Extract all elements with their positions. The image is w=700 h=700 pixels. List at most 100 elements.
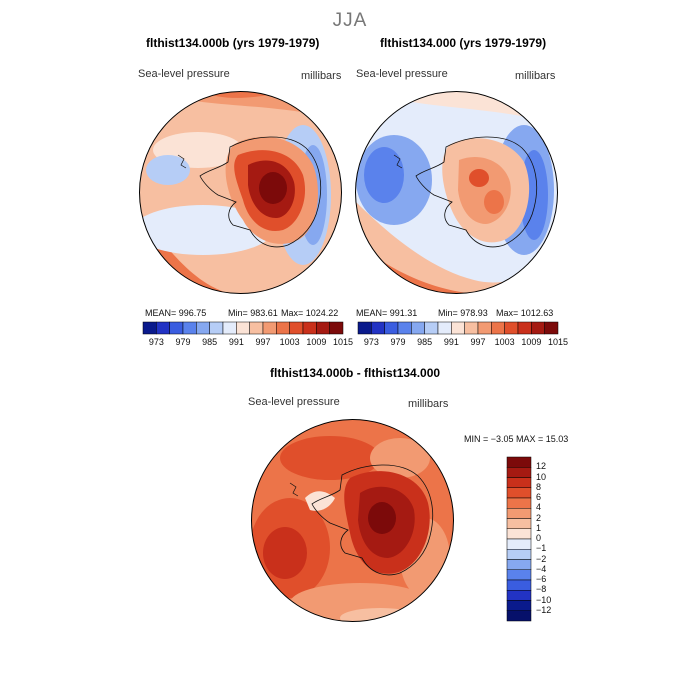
colorbar-tick-label: 985: [202, 337, 218, 347]
colorbar-swatch: [506, 528, 532, 540]
colorbar-swatch: [506, 456, 532, 468]
panel1-mean: MEAN= 996.75: [145, 308, 207, 318]
diff-map: [251, 419, 454, 622]
season-title: JJA: [332, 10, 368, 31]
colorbar-tick-label: 0: [536, 533, 542, 543]
panel1-min: Min= 983.61: [228, 308, 278, 318]
colorbar-swatch: [236, 321, 250, 335]
colorbar-tick-label: 1: [536, 522, 542, 533]
panel2-mean: MEAN= 991.31: [356, 308, 418, 318]
colorbar-tick-label: −10: [536, 594, 552, 605]
colorbar-swatch: [437, 321, 452, 335]
colorbar-swatch: [506, 549, 532, 560]
colorbar-swatch: [316, 321, 330, 335]
colorbar-swatch: [464, 321, 479, 335]
colorbar-tick-label: −1: [536, 543, 547, 554]
colorbar-tick-label: 8: [536, 481, 542, 492]
colorbar-swatch: [506, 508, 532, 519]
colorbar-swatch: [182, 321, 197, 335]
colorbar-swatch: [477, 321, 492, 335]
colorbar-swatch: [196, 321, 210, 335]
colorbar-swatch: [544, 321, 559, 335]
colorbar-tick-label: −2: [536, 553, 547, 564]
panel2-map: [355, 91, 558, 294]
panel1-title: flthist134.000b (yrs 1979-1979): [146, 36, 320, 50]
colorbar-swatch: [371, 321, 385, 335]
colorbar-tick-label: 1015: [332, 337, 354, 347]
colorbar-swatch: [506, 600, 532, 611]
colorbar-swatch: [506, 569, 532, 581]
diff-title: flthist134.000b - flthist134.000: [270, 366, 441, 380]
colorbar-tick-label: 997: [255, 337, 271, 347]
colorbar-swatch: [506, 477, 532, 488]
diff-field-label: Sea-level pressure: [248, 396, 340, 408]
colorbar-tick-label: 4: [536, 502, 542, 513]
panel1-units-label: millibars: [301, 70, 342, 82]
colorbar-tick-label: 979: [175, 337, 191, 347]
colorbar-tick-label: 10: [536, 471, 547, 482]
panel1-field-label: Sea-level pressure: [138, 68, 230, 80]
diff-minmax: MIN = −3.05 MAX = 15.03: [464, 434, 569, 444]
colorbar-swatch: [156, 321, 170, 335]
colorbar-tick-label: −4: [536, 563, 547, 574]
colorbar-swatch: [209, 321, 224, 335]
colorbar-tick-label: 1009: [306, 337, 327, 347]
colorbar-swatch: [397, 321, 412, 335]
colorbar-swatch: [506, 579, 532, 591]
colorbar-tick-label: 6: [536, 492, 542, 502]
colorbar-tick-label: 1009: [521, 337, 542, 347]
panel1-colorbar-ticks: 973 979 985 991 997 1003 1009 1015: [143, 337, 353, 349]
colorbar-swatch: [411, 321, 425, 335]
colorbar-tick-label: −12: [536, 604, 552, 615]
panel2-units-label: millibars: [515, 70, 556, 82]
colorbar-tick-label: 1015: [547, 337, 569, 347]
colorbar-swatch: [222, 321, 237, 335]
panel2-min: Min= 978.93: [438, 308, 488, 318]
colorbar-tick-label: 991: [228, 337, 244, 347]
colorbar-swatch: [424, 321, 439, 335]
colorbar-tick-label: 985: [417, 337, 433, 347]
colorbar-swatch: [506, 590, 532, 601]
colorbar-tick-label: 997: [470, 337, 486, 347]
colorbar-swatch: [142, 321, 157, 335]
panel2-max: Max= 1012.63: [496, 308, 554, 318]
colorbar-tick-label: 979: [390, 337, 406, 347]
colorbar-swatch: [506, 610, 532, 622]
colorbar-swatch: [384, 321, 399, 335]
colorbar-tick-label: 973: [363, 337, 379, 347]
colorbar-swatch: [169, 321, 184, 335]
colorbar-swatch: [506, 467, 532, 478]
colorbar-swatch: [506, 497, 532, 509]
panel2-colorbar: [357, 321, 559, 335]
colorbar-swatch: [506, 518, 532, 529]
panel2-title: flthist134.000 (yrs 1979-1979): [380, 36, 547, 50]
colorbar-swatch: [506, 538, 532, 550]
panel1-max: Max= 1024.22: [281, 308, 339, 318]
colorbar-tick-label: 12: [536, 461, 547, 472]
colorbar-swatch: [506, 487, 532, 499]
diff-colorbar-ticks: 12 10 8 6 4 2 1 0 −1 −2 −4 −6 −8 −10 −12: [536, 457, 576, 621]
colorbar-swatch: [451, 321, 465, 335]
colorbar-tick-label: 973: [148, 337, 164, 347]
colorbar-swatch: [276, 321, 290, 335]
colorbar-tick-label: 991: [443, 337, 459, 347]
colorbar-tick-label: −8: [536, 584, 547, 595]
diff-colorbar: [506, 456, 532, 622]
colorbar-tick-label: 1003: [279, 337, 300, 347]
colorbar-swatch: [302, 321, 317, 335]
colorbar-swatch: [506, 559, 532, 570]
colorbar-swatch: [517, 321, 532, 335]
colorbar-tick-label: −6: [536, 574, 547, 584]
colorbar-swatch: [289, 321, 304, 335]
panel1-colorbar: [142, 321, 344, 335]
panel2-colorbar-ticks: 973 979 985 991 997 1003 1009 1015: [358, 337, 568, 349]
panel2-field-label: Sea-level pressure: [356, 68, 448, 80]
colorbar-swatch: [491, 321, 505, 335]
diff-units-label: millibars: [408, 398, 449, 410]
colorbar-tick-label: 1003: [494, 337, 515, 347]
colorbar-swatch: [504, 321, 519, 335]
colorbar-swatch: [357, 321, 372, 335]
panel1-map: [139, 91, 342, 294]
colorbar-swatch: [262, 321, 277, 335]
colorbar-swatch: [249, 321, 264, 335]
